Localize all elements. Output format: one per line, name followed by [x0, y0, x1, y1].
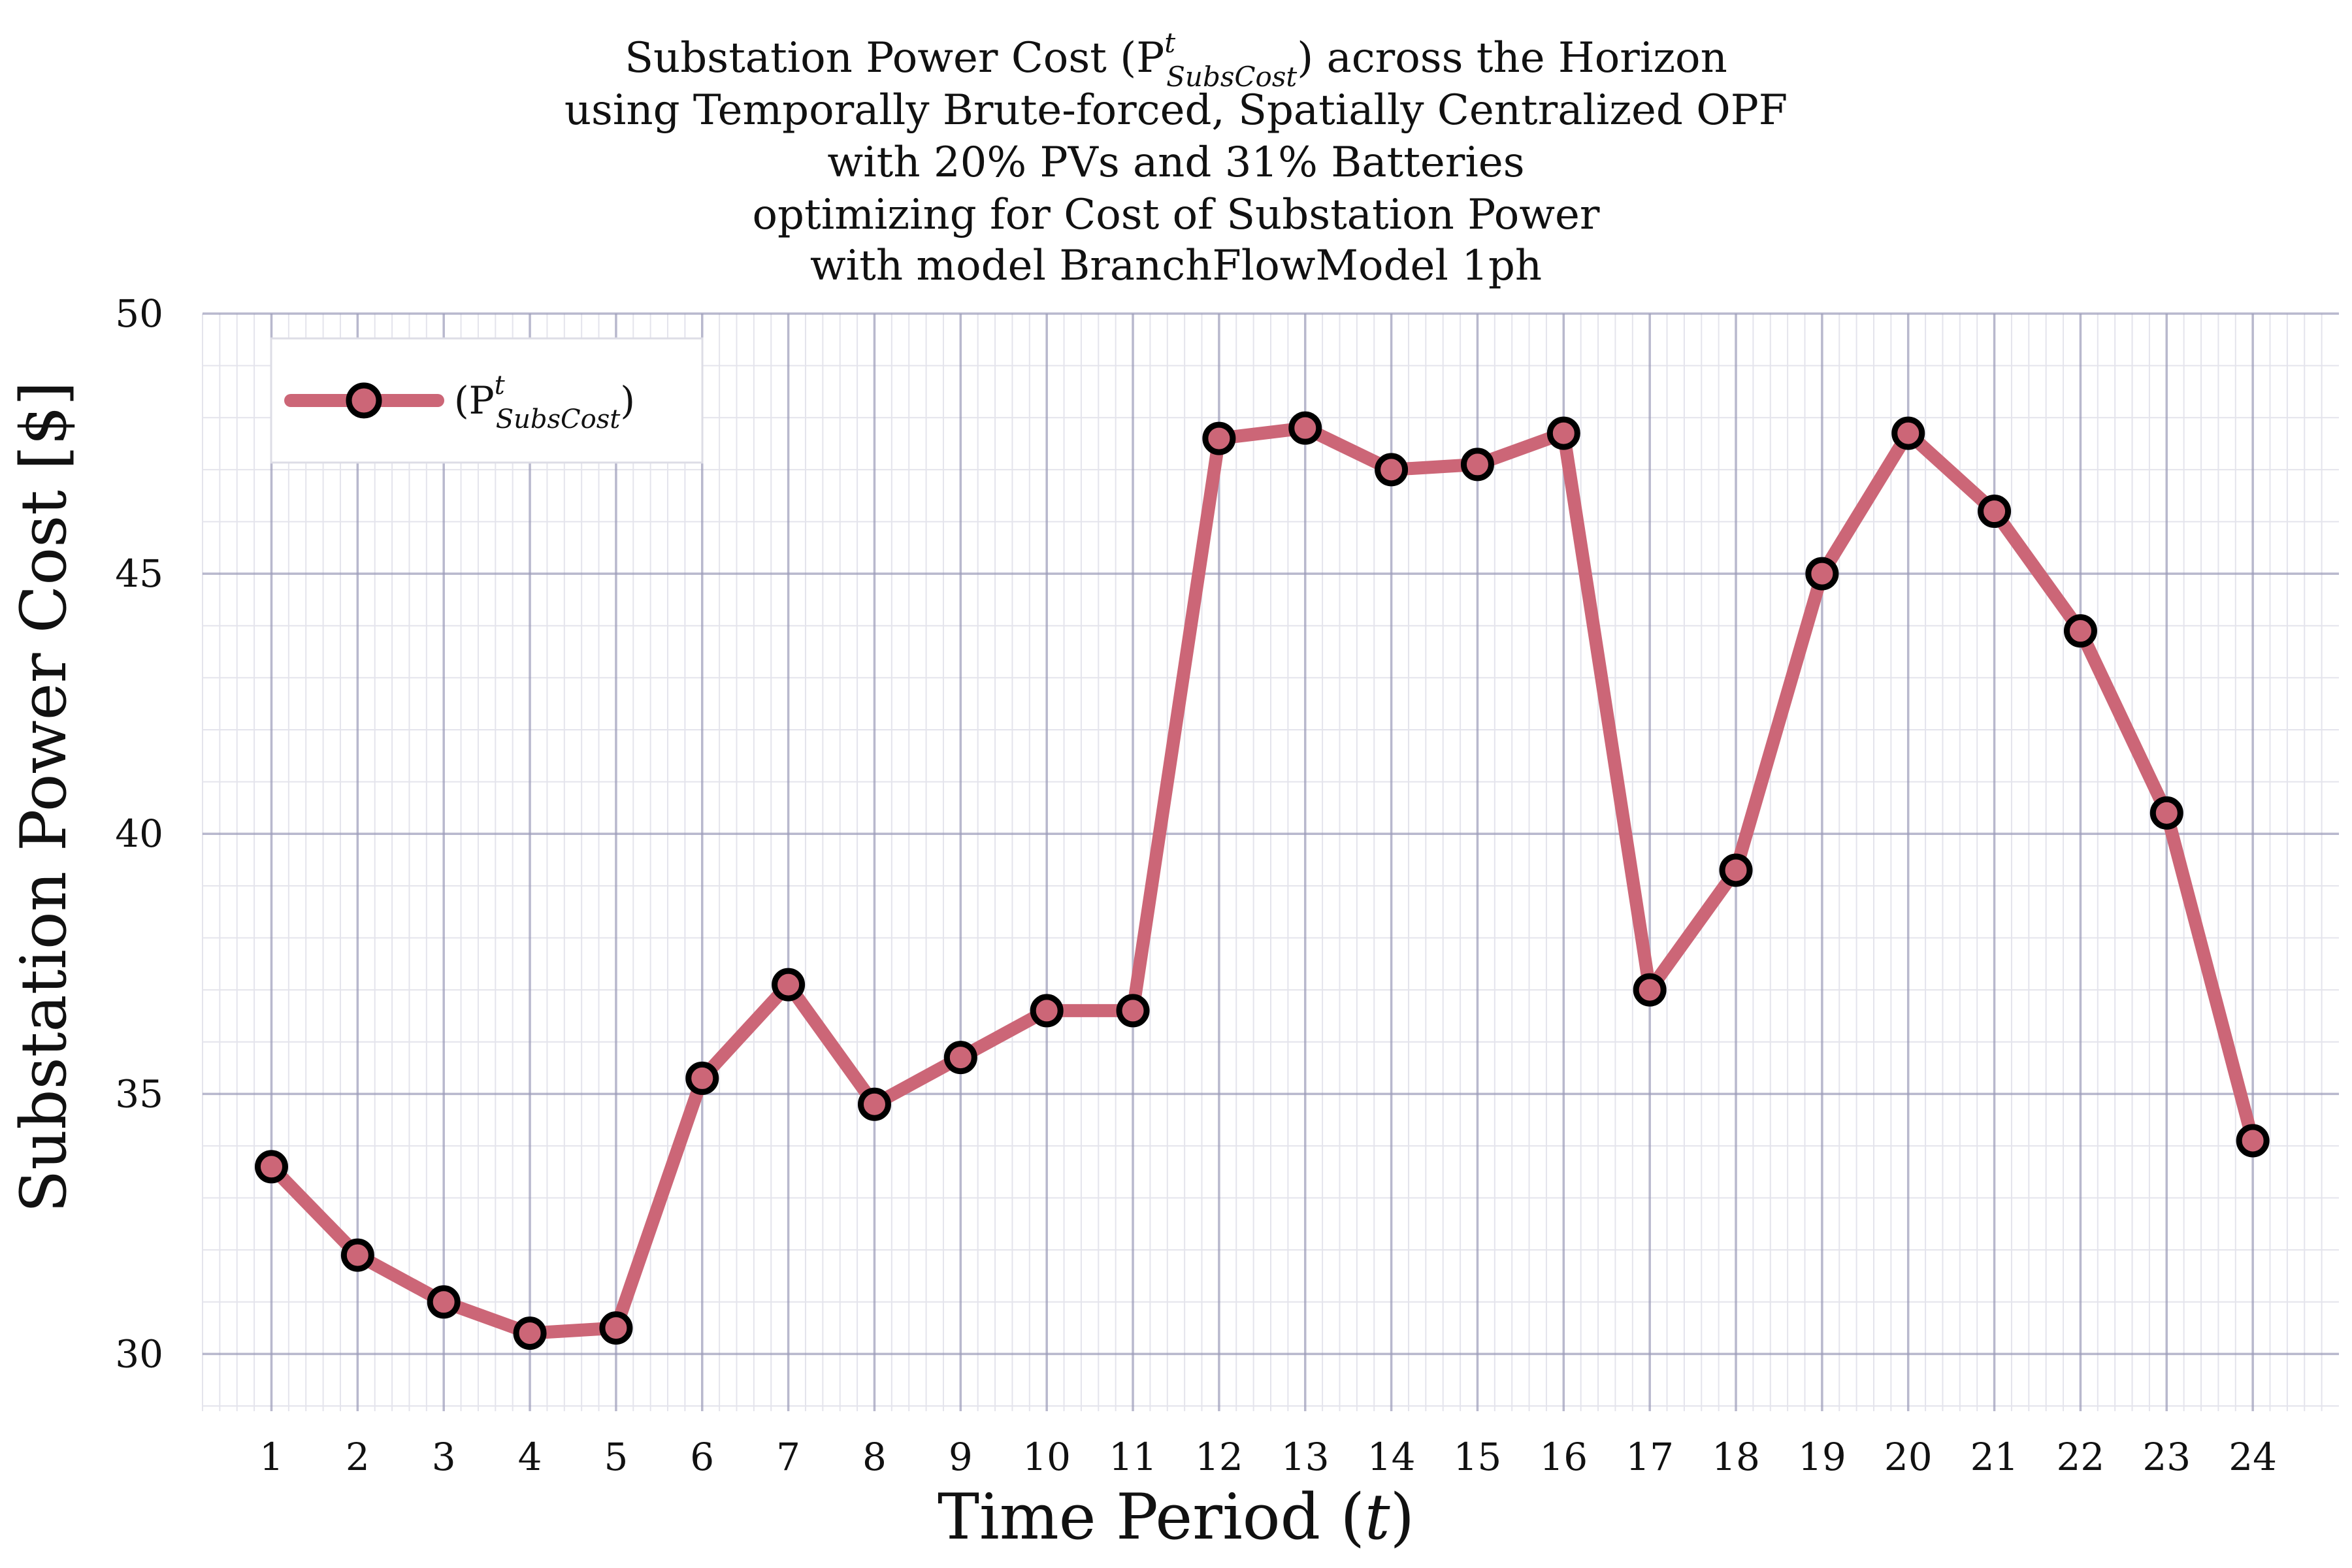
y-tick-label: 35 — [115, 1071, 163, 1116]
legend-marker-sample — [346, 382, 382, 419]
x-tick-label: 22 — [2057, 1435, 2105, 1479]
title-line-1-prefix: Substation Power Cost (P — [625, 34, 1164, 82]
data-point — [1460, 448, 1494, 482]
data-point — [427, 1285, 461, 1319]
data-point — [1546, 416, 1580, 450]
data-point — [943, 1041, 977, 1075]
legend-label-sup: t — [495, 370, 506, 400]
data-point — [685, 1061, 719, 1095]
x-tick-label: 5 — [604, 1435, 628, 1479]
x-tick-label: 4 — [518, 1435, 542, 1479]
data-point — [2063, 614, 2097, 648]
grid-minor — [202, 314, 2339, 1411]
legend-label-close: ) — [620, 378, 635, 423]
data-point — [1891, 416, 1925, 450]
x-tick-label: 16 — [1539, 1435, 1588, 1479]
x-axis-label: Time Period (t) — [938, 1480, 1414, 1554]
series-markers — [254, 411, 2270, 1350]
data-point — [1202, 421, 1236, 455]
x-tick-label: 9 — [949, 1435, 973, 1479]
x-tick-labels: 1 2 3 4 5 6 7 8 9 10 11 12 13 14 15 16 17 18 19 20 21 22 23 24 — [259, 1435, 2277, 1479]
data-point — [2236, 1124, 2270, 1158]
data-point — [513, 1316, 547, 1350]
x-tick-label: 15 — [1454, 1435, 1502, 1479]
data-point — [1116, 994, 1150, 1028]
x-tick-label: 12 — [1195, 1435, 1243, 1479]
data-point — [1375, 453, 1409, 487]
x-axis-label-close: ) — [1390, 1480, 1414, 1554]
y-tick-label: 30 — [115, 1331, 163, 1376]
x-tick-label: 10 — [1022, 1435, 1071, 1479]
y-tick-label: 50 — [115, 291, 163, 336]
x-tick-label: 20 — [1884, 1435, 1933, 1479]
x-axis-label-var: t — [1365, 1480, 1390, 1554]
x-tick-label: 21 — [1970, 1435, 2019, 1479]
grid-major — [203, 312, 2339, 1411]
x-tick-label: 2 — [346, 1435, 370, 1479]
title-line-1: Substation Power Cost (Pt SubsCost) acros… — [625, 27, 1727, 93]
y-tick-label: 40 — [115, 811, 163, 856]
x-tick-label: 3 — [432, 1435, 456, 1479]
legend-label-prefix: (P — [454, 378, 495, 423]
x-tick-label: 19 — [1798, 1435, 1846, 1479]
data-point — [1805, 557, 1839, 591]
data-point — [772, 968, 806, 1002]
x-tick-label: 13 — [1281, 1435, 1330, 1479]
data-point — [1030, 994, 1064, 1028]
x-tick-label: 17 — [1625, 1435, 1674, 1479]
x-tick-label: 6 — [690, 1435, 714, 1479]
x-tick-label: 18 — [1712, 1435, 1760, 1479]
data-point — [2149, 796, 2183, 830]
title-line-4: optimizing for Cost of Substation Power — [753, 191, 1600, 239]
title-line-1-suffix: ) across the Horizon — [1297, 34, 1727, 82]
data-point — [1633, 973, 1667, 1007]
data-point — [1719, 853, 1753, 887]
data-point — [340, 1238, 374, 1272]
x-tick-label: 23 — [2142, 1435, 2191, 1479]
x-tick-label: 14 — [1367, 1435, 1416, 1479]
legend-label: (Pt SubsCost) — [454, 370, 635, 434]
title-line-2: using Temporally Brute-forced, Spatially… — [564, 86, 1788, 135]
x-tick-label: 24 — [2229, 1435, 2277, 1479]
title-sub: SubsCost — [1166, 61, 1297, 93]
legend-label-sub: SubsCost — [496, 404, 621, 434]
y-tick-labels: 30 35 40 45 50 — [115, 291, 163, 1376]
title-line-5: with model BranchFlowModel 1ph — [810, 242, 1542, 290]
x-tick-label: 1 — [259, 1435, 284, 1479]
data-point — [857, 1087, 891, 1121]
title-sup: t — [1164, 27, 1175, 59]
y-axis-label: Substation Power Cost [$] — [7, 381, 80, 1213]
data-point — [254, 1150, 288, 1184]
x-tick-label: 7 — [776, 1435, 800, 1479]
data-point — [1978, 495, 2012, 529]
x-tick-label: 8 — [862, 1435, 887, 1479]
data-point — [1288, 411, 1322, 445]
chart-title: Substation Power Cost (Pt SubsCost) acros… — [564, 27, 1788, 290]
x-tick-label: 11 — [1109, 1435, 1157, 1479]
title-line-3: with 20% PVs and 31% Batteries — [827, 139, 1524, 187]
legend: (Pt SubsCost) — [270, 337, 704, 464]
x-axis-label-text: Time Period ( — [938, 1480, 1365, 1554]
data-point — [599, 1311, 633, 1345]
y-tick-label: 45 — [115, 551, 163, 596]
